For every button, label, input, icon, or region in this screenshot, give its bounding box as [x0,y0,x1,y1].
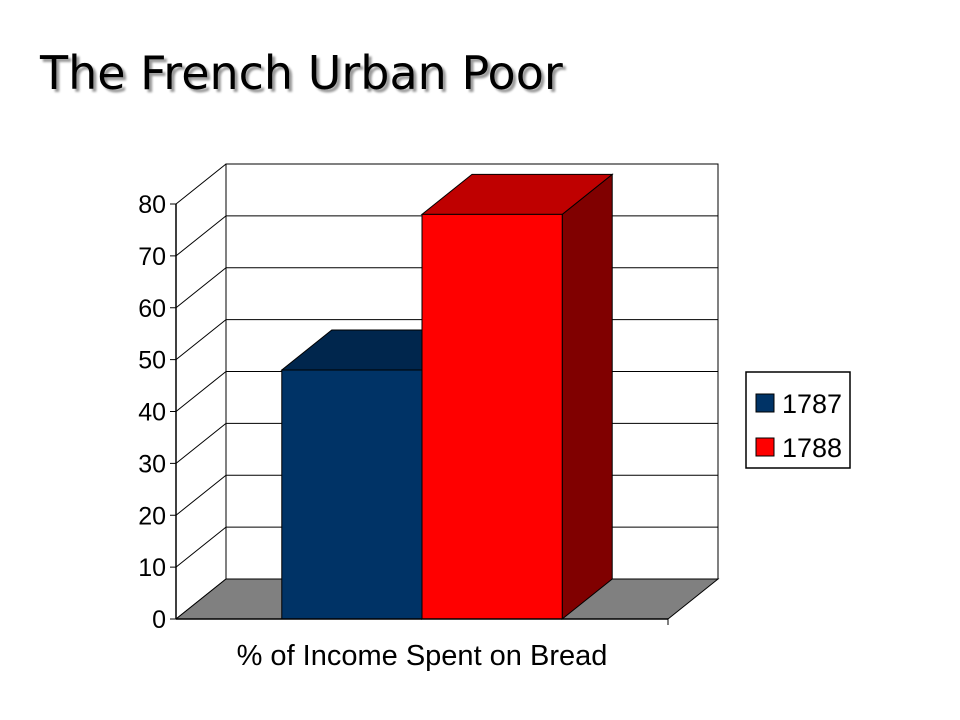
y-tick-label: 30 [138,450,166,478]
gridline-side [175,215,227,257]
x-axis-title: % of Income Spent on Bread [237,640,608,672]
gridline-side [175,267,227,309]
gridline-side [175,371,227,412]
axes [170,203,669,625]
legend-label-1788: 1788 [782,433,842,463]
bar-1788-side [561,173,613,621]
y-tick-label: 40 [138,399,166,427]
y-tick-label: 10 [138,554,166,582]
gridline-side [175,163,227,205]
legend-label-1787: 1787 [782,389,842,419]
y-tick-label: 70 [138,243,166,271]
y-tick-label: 50 [138,347,166,375]
gridline-side [175,422,227,464]
bar-1787 [281,369,423,620]
legend: 1787 1788 [745,371,851,469]
gridline-side [175,474,227,516]
slide-title: The French Urban Poor [40,46,563,100]
y-tick-label: 20 [138,502,166,530]
y-tick-label: 80 [138,191,166,219]
gridline-side [175,526,227,568]
legend-swatch-1787 [755,393,775,413]
gridline-side [175,319,227,361]
y-tick-label: 0 [152,606,166,634]
y-tick-labels: 0 10 20 30 40 50 60 70 80 [138,191,166,634]
legend-swatch-1788 [755,437,775,457]
bar-1788 [421,213,563,620]
y-tick-label: 60 [138,295,166,323]
bars [280,173,614,621]
